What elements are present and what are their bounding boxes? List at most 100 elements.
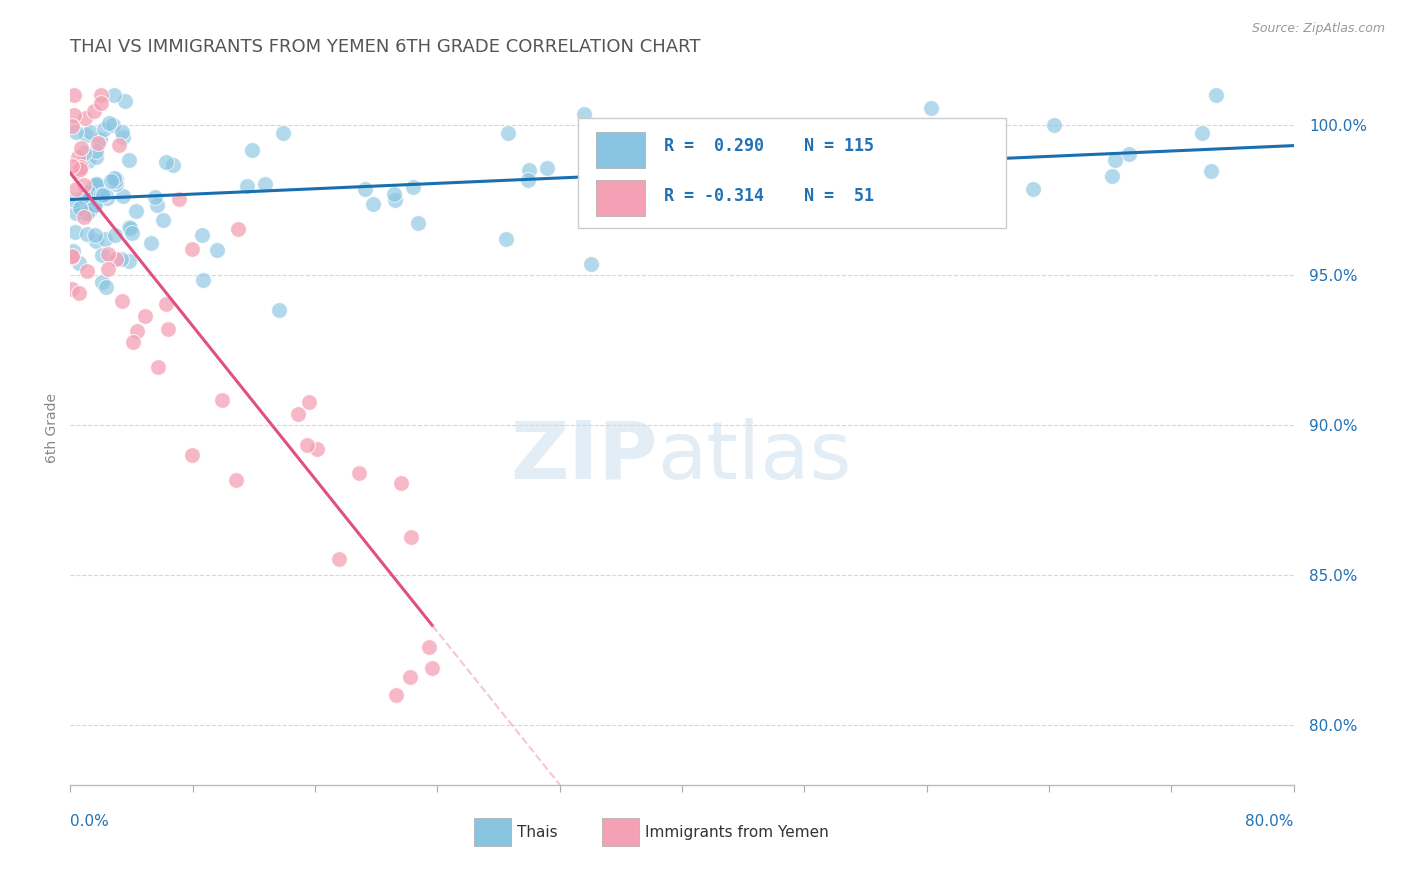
Point <box>121 226 143 240</box>
Point <box>1022 181 1045 195</box>
Point <box>271 126 294 140</box>
Point <box>72 145 94 160</box>
Point <box>110 252 132 266</box>
Point <box>76 227 98 241</box>
Point <box>62 282 84 296</box>
Point <box>87 136 110 150</box>
Point <box>146 359 169 374</box>
Point <box>90 88 112 103</box>
Point <box>63 193 86 207</box>
Point <box>117 220 139 235</box>
Point <box>384 193 406 207</box>
Point <box>613 180 636 194</box>
Point <box>152 213 174 227</box>
Point <box>60 249 83 263</box>
Bar <box>596 180 645 216</box>
Point <box>418 640 440 654</box>
Point <box>76 264 98 278</box>
Point <box>69 203 91 218</box>
Point <box>211 392 233 407</box>
Point <box>60 160 83 174</box>
Text: Thais: Thais <box>517 824 557 839</box>
Text: Source: ZipAtlas.com: Source: ZipAtlas.com <box>1251 22 1385 36</box>
Point <box>704 121 727 136</box>
Point <box>225 473 247 487</box>
Point <box>1104 153 1126 167</box>
Text: 0.0%: 0.0% <box>70 814 110 829</box>
Point <box>155 297 177 311</box>
Point <box>1191 127 1213 141</box>
Point <box>118 254 141 268</box>
Text: THAI VS IMMIGRANTS FROM YEMEN 6TH GRADE CORRELATION CHART: THAI VS IMMIGRANTS FROM YEMEN 6TH GRADE … <box>70 38 700 56</box>
Point <box>236 179 259 194</box>
Point <box>101 118 124 132</box>
Point <box>920 102 942 116</box>
Point <box>385 688 408 702</box>
Point <box>62 108 84 122</box>
Point <box>143 190 166 204</box>
Point <box>572 107 595 121</box>
Point <box>917 209 939 223</box>
Point <box>269 302 291 317</box>
Point <box>287 407 309 421</box>
Point <box>89 131 111 145</box>
Point <box>496 126 519 140</box>
Point <box>928 150 950 164</box>
Point <box>111 129 134 144</box>
Point <box>804 132 827 146</box>
Point <box>134 309 156 323</box>
Point <box>936 167 959 181</box>
Point <box>94 231 117 245</box>
Point <box>536 161 558 176</box>
Point <box>103 170 125 185</box>
Point <box>1043 118 1066 132</box>
Point <box>120 221 142 235</box>
Point <box>84 144 107 158</box>
Point <box>97 247 120 261</box>
Point <box>90 248 112 262</box>
Point <box>72 188 94 202</box>
Point <box>1201 164 1223 178</box>
Point <box>83 198 105 212</box>
Text: R =  0.290    N = 115: R = 0.290 N = 115 <box>664 137 873 155</box>
Point <box>127 325 149 339</box>
Point <box>1205 88 1227 103</box>
Point <box>79 203 101 218</box>
Point <box>817 158 839 172</box>
Point <box>297 438 319 452</box>
Point <box>90 95 112 110</box>
Point <box>86 150 108 164</box>
Point <box>84 198 107 212</box>
Point <box>76 186 98 200</box>
Point <box>139 235 162 250</box>
Point <box>745 159 768 173</box>
Point <box>181 242 204 256</box>
Point <box>96 191 118 205</box>
Point <box>84 178 107 192</box>
Point <box>517 163 540 178</box>
Point <box>73 111 96 125</box>
Point <box>67 256 90 270</box>
Point <box>146 198 169 212</box>
Point <box>80 189 103 203</box>
Point <box>70 160 93 174</box>
Point <box>155 155 177 169</box>
Point <box>111 294 134 309</box>
Point <box>63 225 86 239</box>
Point <box>69 201 91 215</box>
Point <box>76 206 98 220</box>
Point <box>60 250 83 264</box>
Point <box>191 273 214 287</box>
Y-axis label: 6th Grade: 6th Grade <box>45 393 59 463</box>
Point <box>876 139 898 153</box>
Point <box>107 138 129 153</box>
Point <box>399 530 422 544</box>
Point <box>91 275 114 289</box>
Point <box>73 178 96 192</box>
Point <box>828 154 851 169</box>
Point <box>104 227 127 242</box>
Point <box>67 285 90 300</box>
Point <box>305 442 328 456</box>
Point <box>495 232 517 246</box>
Point <box>96 280 118 294</box>
